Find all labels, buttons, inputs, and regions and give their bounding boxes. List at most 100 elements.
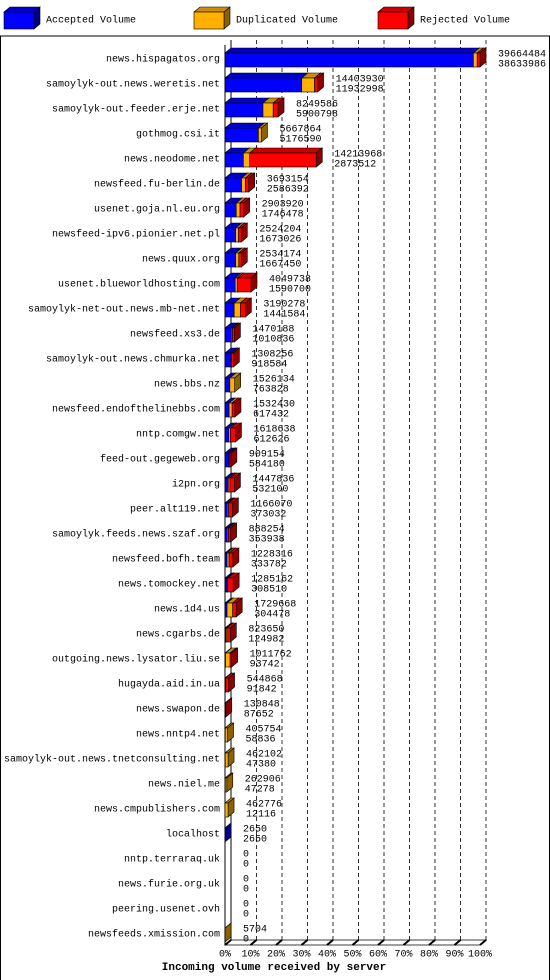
bar-front bbox=[224, 427, 230, 443]
bar-segment bbox=[229, 422, 243, 443]
bar-top bbox=[224, 97, 270, 104]
bar-segment bbox=[227, 497, 240, 518]
category-label: feed-out.gegeweb.org bbox=[100, 454, 220, 466]
bar-front bbox=[228, 552, 234, 568]
bar-front bbox=[234, 277, 238, 293]
value-label: 763828 bbox=[253, 385, 289, 396]
value-label: 1667450 bbox=[259, 260, 301, 271]
bar-front bbox=[224, 727, 228, 743]
bar-segment bbox=[272, 97, 285, 118]
value-label: 1532430 bbox=[253, 400, 295, 411]
bar-front bbox=[476, 52, 481, 68]
value-label: 1729668 bbox=[254, 600, 296, 611]
x-tick-label: 40% bbox=[318, 950, 336, 961]
value-label: 617432 bbox=[253, 410, 289, 421]
bar-front bbox=[224, 527, 228, 543]
value-label: 0 bbox=[243, 850, 249, 861]
category-label: hugayda.aid.in.ua bbox=[118, 679, 220, 691]
value-label: 8249586 bbox=[296, 100, 338, 111]
bar-segment bbox=[313, 72, 325, 93]
value-label: 1526134 bbox=[253, 375, 295, 386]
x-tick-label: 20% bbox=[267, 950, 285, 961]
value-label: 405754 bbox=[246, 725, 282, 736]
bar-front bbox=[224, 302, 235, 318]
bar-segment bbox=[237, 247, 249, 268]
value-label: 909154 bbox=[249, 450, 285, 461]
category-label: outgoing.news.lysator.liu.se bbox=[52, 654, 220, 666]
category-label: newsfeed-ipv6.pionier.net.pl bbox=[52, 229, 220, 241]
bar-segment bbox=[226, 572, 240, 593]
value-label: 93742 bbox=[250, 660, 280, 671]
bar-front bbox=[224, 102, 264, 118]
bar-front bbox=[224, 452, 230, 468]
bar-front bbox=[231, 402, 236, 418]
value-label: 2586392 bbox=[267, 185, 309, 196]
bar-segment bbox=[231, 597, 244, 618]
value-label: 47278 bbox=[245, 785, 275, 796]
value-label: 5900798 bbox=[296, 110, 338, 121]
value-label: 584180 bbox=[249, 460, 285, 471]
category-label: usenet.blueworldhosting.com bbox=[58, 279, 220, 291]
value-label: 823650 bbox=[248, 625, 284, 636]
category-label: newsfeed.endofthelinebbs.com bbox=[52, 404, 220, 416]
bar-segment bbox=[224, 822, 232, 843]
value-label: 1441584 bbox=[263, 310, 305, 321]
category-label: news.swapon.de bbox=[136, 704, 220, 716]
value-label: 888254 bbox=[249, 525, 285, 536]
category-label: samoylyk.feeds.news.szaf.org bbox=[52, 529, 220, 541]
bar-front bbox=[238, 252, 242, 268]
legend-swatch-front bbox=[3, 11, 35, 30]
bar-front bbox=[473, 52, 478, 68]
bar-front bbox=[240, 302, 246, 318]
category-label: nntp.terraraq.uk bbox=[124, 854, 220, 866]
category-label: news.cgarbs.de bbox=[136, 629, 220, 641]
bar-front bbox=[232, 327, 235, 343]
bar-front bbox=[258, 127, 262, 143]
category-label: news.niel.me bbox=[148, 779, 220, 791]
value-label: 532100 bbox=[252, 485, 288, 496]
bar-front bbox=[245, 177, 250, 193]
category-label: news.tomockey.net bbox=[118, 579, 220, 591]
bar-front bbox=[228, 402, 233, 418]
bar-segment bbox=[224, 722, 235, 743]
bar-front bbox=[231, 352, 234, 368]
value-label: 87652 bbox=[244, 710, 274, 721]
value-label: 39664484 bbox=[498, 50, 546, 61]
value-label: 1308256 bbox=[251, 350, 293, 361]
value-label: 1470188 bbox=[252, 325, 294, 336]
legend-label: Rejected Volume bbox=[420, 15, 510, 27]
bar-segment bbox=[237, 222, 249, 243]
value-label: 308510 bbox=[251, 585, 287, 596]
bar-front bbox=[224, 277, 236, 293]
category-label: samoylyk-out.news.chmurka.net bbox=[46, 354, 220, 366]
bar-segment bbox=[224, 97, 270, 118]
value-label: 0 bbox=[243, 885, 249, 896]
bar-segment bbox=[244, 172, 256, 193]
value-label: 2873512 bbox=[334, 160, 376, 171]
value-label: 38633986 bbox=[498, 60, 546, 71]
x-axis-title: Incoming volume received by server bbox=[162, 962, 386, 974]
bar-front bbox=[243, 152, 251, 168]
value-label: 0 bbox=[243, 875, 249, 886]
legend-item: Rejected Volume bbox=[377, 6, 510, 30]
value-label: 304478 bbox=[254, 610, 290, 621]
bar-front bbox=[226, 602, 233, 618]
bar-segment bbox=[224, 72, 309, 93]
value-label: 2903920 bbox=[262, 200, 304, 211]
category-label: news.furie.org.uk bbox=[118, 879, 220, 891]
x-tick bbox=[428, 939, 436, 946]
value-label: 91842 bbox=[247, 685, 277, 696]
category-label: i2pn.org bbox=[172, 479, 220, 491]
value-label: 462776 bbox=[246, 800, 282, 811]
value-label: 3190278 bbox=[263, 300, 305, 311]
value-label: 12116 bbox=[246, 810, 276, 821]
bar-segment bbox=[231, 397, 242, 418]
bar-segment bbox=[476, 47, 487, 68]
bar-front bbox=[228, 502, 233, 518]
bar-front bbox=[227, 577, 234, 593]
value-label: 130848 bbox=[244, 700, 280, 711]
bar-segment bbox=[230, 347, 241, 368]
value-label: 0 bbox=[243, 935, 249, 946]
bar-front bbox=[224, 152, 244, 168]
value-label: 2650 bbox=[243, 835, 267, 846]
